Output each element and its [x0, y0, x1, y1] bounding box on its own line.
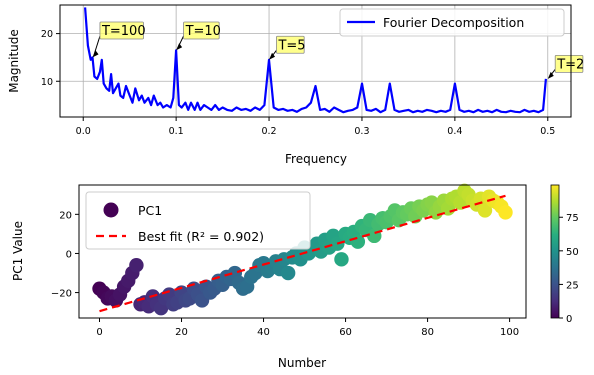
top-axes-frame [59, 4, 572, 118]
annotation-label: T=100 [101, 24, 146, 39]
top-x-axis-label: Frequency [285, 152, 347, 166]
bottom-legend: PC1 Best fit (R² = 0.902) [85, 191, 311, 250]
top-legend: Fourier Decomposition [339, 8, 565, 37]
top-x-tick-label: 0.2 [261, 126, 276, 137]
bottom-legend-box [85, 191, 311, 250]
annotation-label: T=10 [185, 24, 221, 39]
top-legend-box [339, 8, 565, 37]
bottom-x-tick-label: 60 [339, 327, 352, 338]
best-fit-line [99, 194, 506, 313]
top-y-tick-label: 20 [41, 29, 53, 40]
annotation-box [276, 35, 305, 54]
annotation-arrowhead [176, 43, 183, 51]
colorbar-tick-label: 50 [566, 247, 579, 258]
top-x-tick-label: 0.5 [540, 126, 555, 137]
legend-fit-label: Best fit (R² = 0.902) [138, 229, 264, 244]
pc1-point [129, 257, 144, 273]
bottom-x-axis-label: Number [278, 356, 326, 370]
top-x-ticks: 0.0 0.1 0.2 0.3 0.4 0.5 [76, 117, 555, 137]
period-annotations: T=100 T=10 T=5 T=2 [92, 21, 584, 79]
period-annotation: T=2 [547, 54, 584, 79]
pc1-plot: 0 20 40 60 80 100 −20 0 20 Number PC1 Value PC1… [11, 183, 579, 370]
top-x-tick-label: 0.1 [169, 126, 184, 137]
period-annotation: T=10 [176, 21, 221, 51]
annotation-box [183, 21, 220, 40]
annotation-box [554, 54, 584, 73]
bottom-y-tick-label: 20 [59, 210, 72, 221]
top-y-tick-label: 10 [41, 77, 53, 88]
colorbar [550, 184, 560, 319]
bottom-x-tick-label: 80 [421, 327, 434, 338]
top-x-tick-label: 0.4 [447, 126, 462, 137]
pc1-point [498, 205, 513, 220]
bottom-x-tick-label: 100 [500, 327, 519, 338]
top-legend-label: Fourier Decomposition [383, 15, 524, 30]
colorbar-ticks: 0 25 50 75 [559, 213, 579, 325]
annotation-arrowhead [269, 52, 276, 60]
annotation-label: T=2 [556, 57, 584, 72]
bottom-x-tick-label: 20 [175, 327, 188, 338]
top-x-tick-label: 0.3 [354, 126, 369, 137]
annotation-box [99, 21, 144, 40]
period-annotation: T=5 [269, 35, 306, 60]
period-annotation: T=100 [92, 21, 146, 58]
legend-pc1-swatch [103, 202, 119, 218]
bottom-x-tick-label: 40 [257, 327, 270, 338]
pc1-point [334, 252, 349, 267]
top-y-axis-label: Magnitude [7, 29, 21, 93]
bottom-y-tick-label: 0 [66, 249, 72, 260]
bottom-y-ticks: −20 0 20 [51, 210, 79, 300]
bottom-y-axis-label: PC1 Value [11, 221, 25, 281]
legend-pc1-label: PC1 [138, 203, 162, 218]
top-y-ticks: 10 20 [41, 29, 60, 88]
bottom-y-tick-label: −20 [51, 289, 72, 300]
annotation-arrowhead [92, 50, 99, 58]
bottom-x-tick-label: 0 [96, 327, 102, 338]
top-x-tick-label: 0.0 [76, 126, 91, 137]
bottom-axes-frame [78, 184, 527, 319]
bottom-x-ticks: 0 20 40 60 80 100 [96, 318, 519, 338]
pc1-point [280, 265, 296, 281]
fourier-plot: T=100 T=10T=5T=2 0.0 0.1 0.2 0.3 0.4 0.5 1020 … [7, 4, 584, 166]
annotation-arrowhead [547, 71, 554, 79]
annotation-label: T=5 [277, 38, 305, 53]
fourier-line [84, 7, 547, 114]
colorbar-tick-label: 75 [566, 213, 579, 224]
colorbar-tick-label: 0 [566, 314, 572, 325]
colorbar-tick-label: 25 [566, 280, 579, 291]
pc1-point [477, 203, 493, 218]
